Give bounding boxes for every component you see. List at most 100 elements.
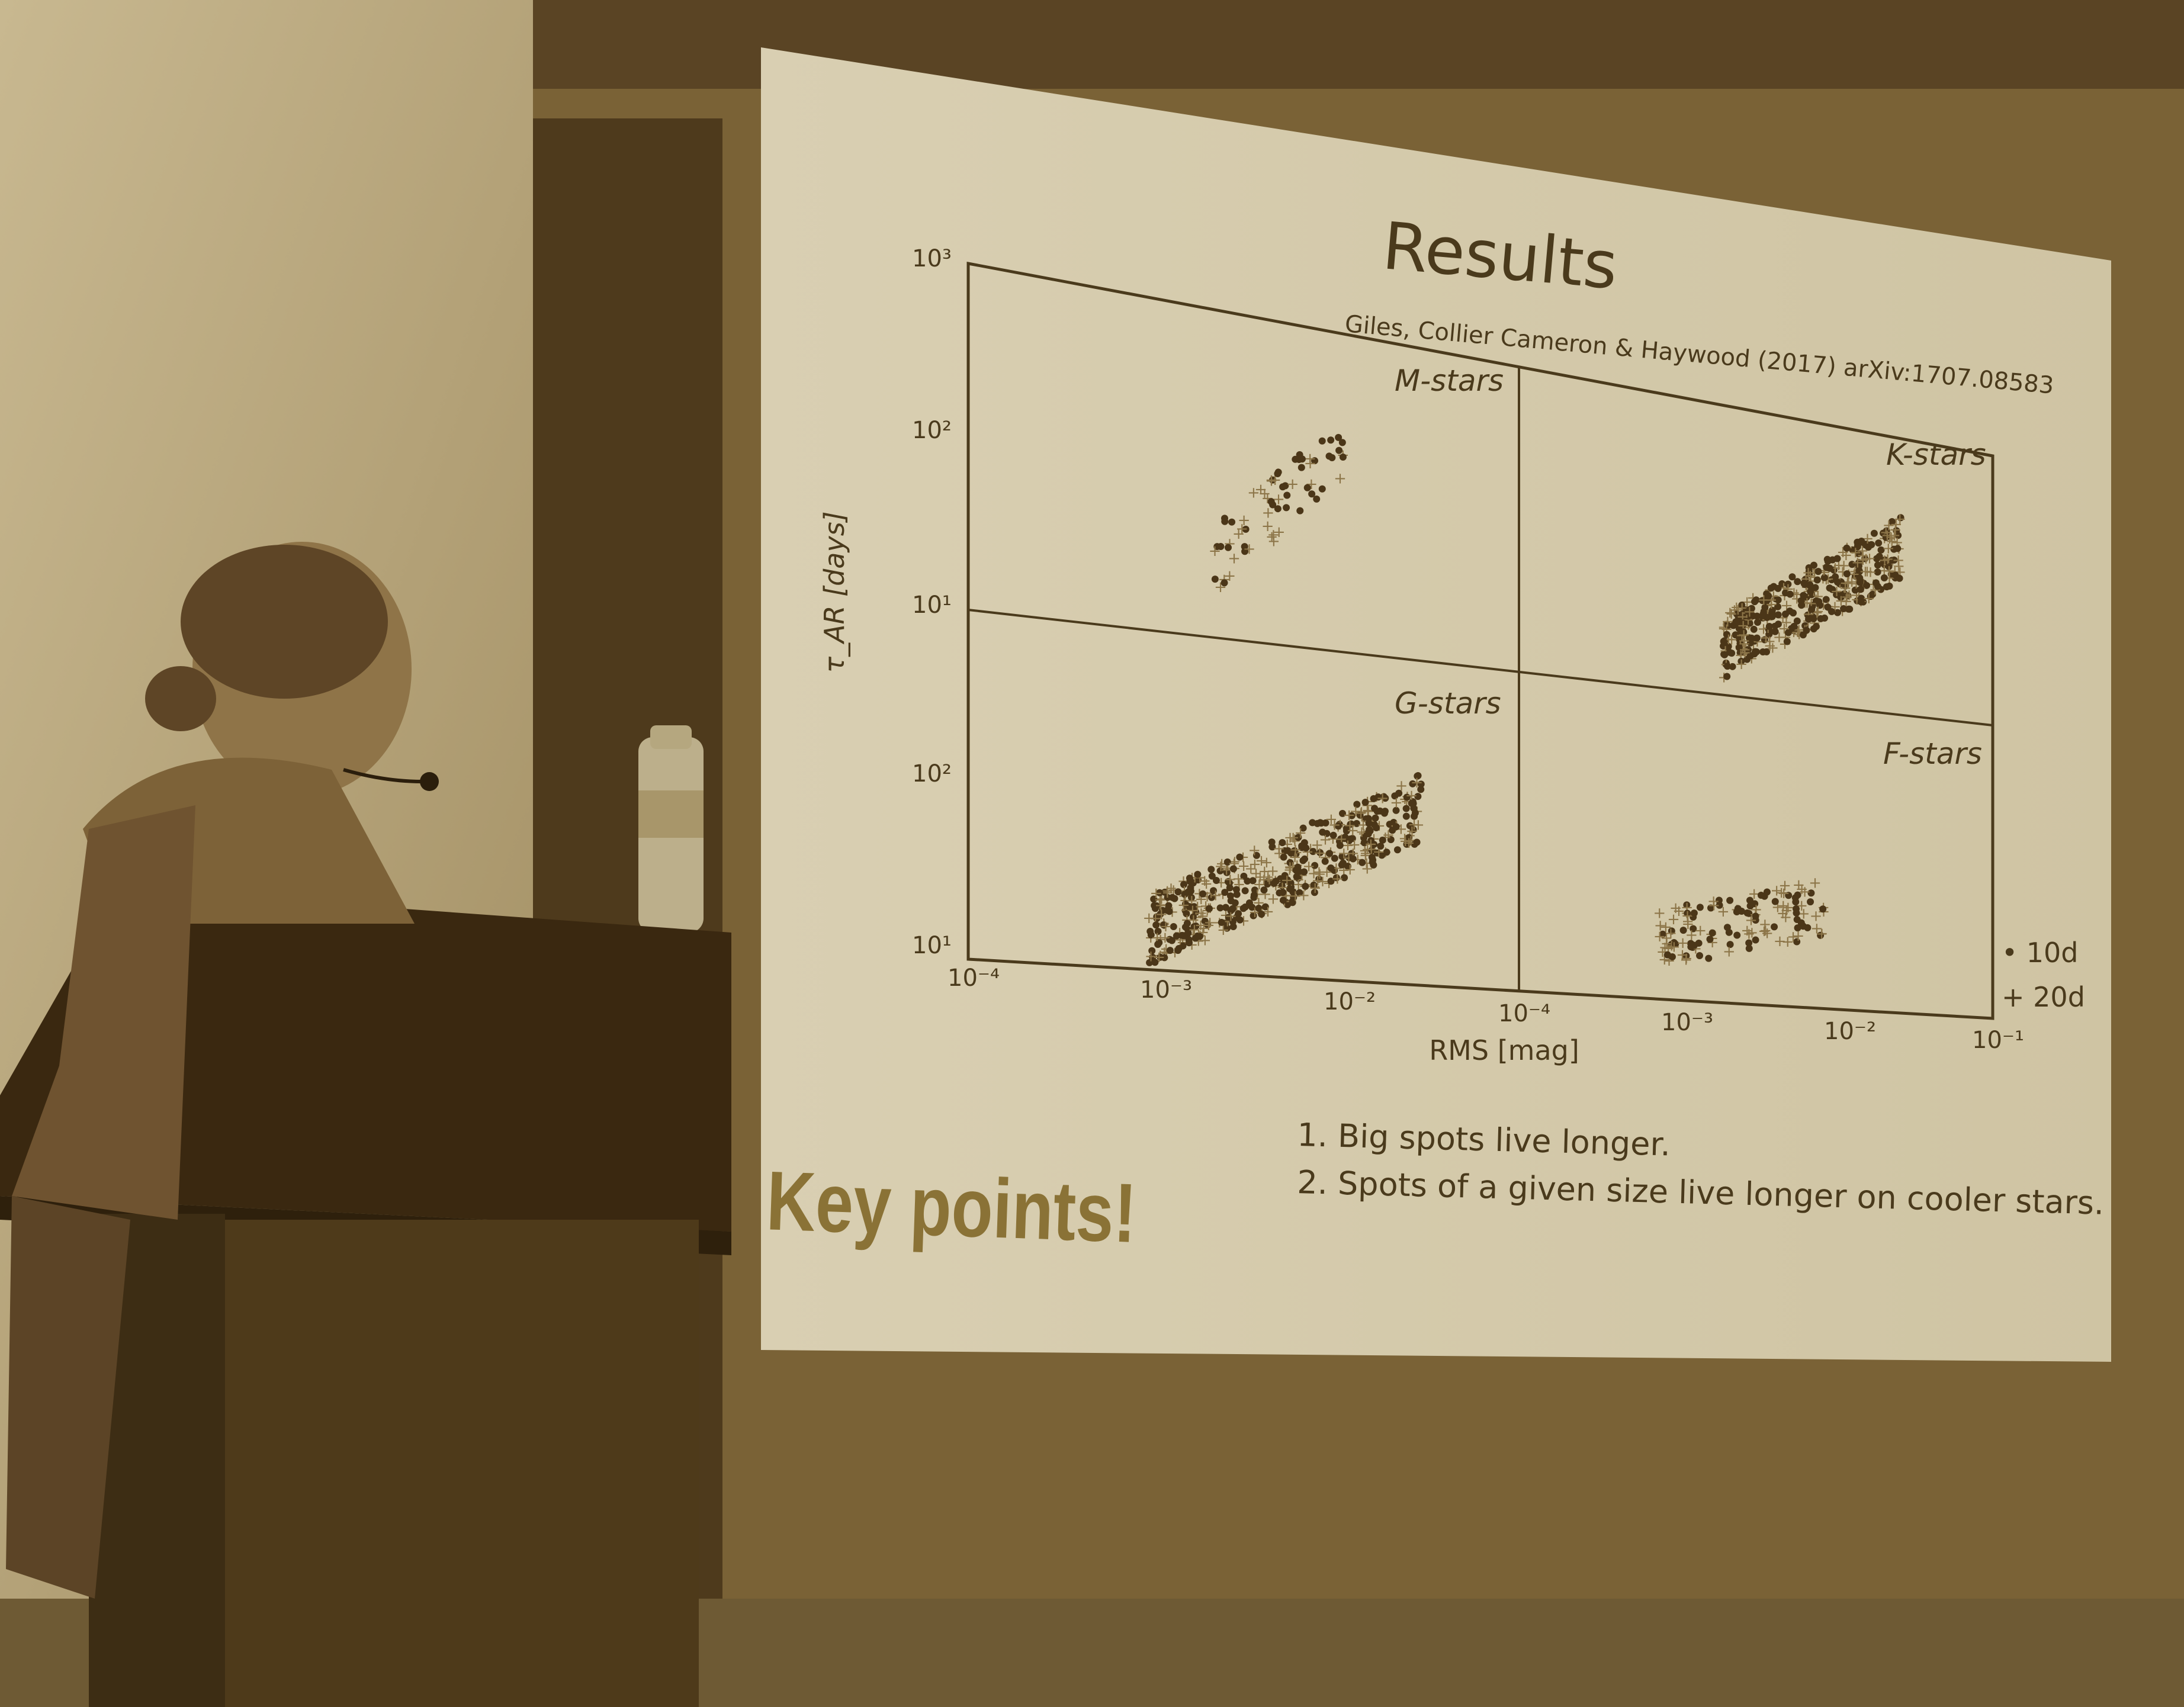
k-stars-point-dot xyxy=(1834,609,1842,616)
k-stars-point-dot xyxy=(1851,586,1859,594)
g-stars-point-dot xyxy=(1341,874,1348,882)
f-stars-point-dot xyxy=(1705,954,1713,962)
m-stars-point-plus: + xyxy=(1247,484,1260,502)
g-stars-point-plus: + xyxy=(1198,872,1211,890)
k-stars-point-plus: + xyxy=(1881,551,1894,568)
f-stars-point-dot xyxy=(1804,924,1812,931)
f-stars-point-plus: + xyxy=(1668,938,1681,956)
g-stars-point-dot xyxy=(1210,887,1218,895)
podium xyxy=(0,888,731,1707)
g-stars-point-dot xyxy=(1250,912,1257,920)
g-stars-point-plus: + xyxy=(1152,949,1165,966)
k-stars-point-dot xyxy=(1735,644,1743,651)
g-stars-point-dot xyxy=(1280,853,1287,861)
f-stars-point-dot xyxy=(1726,896,1734,904)
g-stars-point-plus: + xyxy=(1361,802,1374,819)
x-axis-label: RMS [mag] xyxy=(1429,1034,1579,1066)
g-stars-point-dot xyxy=(1338,861,1345,869)
f-stars-point-plus: + xyxy=(1653,904,1666,922)
m-stars-point-dot xyxy=(1221,517,1229,525)
g-stars-point-dot xyxy=(1372,814,1379,822)
g-stars-point-dot xyxy=(1302,844,1310,852)
g-stars-point-plus: + xyxy=(1399,832,1412,850)
g-stars-point-dot xyxy=(1319,828,1327,836)
m-stars-point-plus: + xyxy=(1267,526,1280,544)
g-stars-point-dot xyxy=(1148,947,1156,954)
k-stars-point-dot xyxy=(1786,590,1794,598)
g-stars-point-dot xyxy=(1286,885,1293,893)
g-stars-point-plus: + xyxy=(1142,909,1155,927)
g-stars-point-dot xyxy=(1261,903,1269,911)
g-stars-point-plus: + xyxy=(1267,891,1280,908)
f-stars-point-plus: + xyxy=(1679,951,1692,969)
k-stars-point-plus: + xyxy=(1893,510,1906,528)
k-stars-point-dot xyxy=(1748,605,1755,612)
g-stars-point-plus: + xyxy=(1145,947,1158,965)
k-stars-point-plus: + xyxy=(1765,596,1778,613)
m-stars-point-dot xyxy=(1311,457,1319,465)
g-stars-point-dot xyxy=(1321,857,1329,865)
f-stars-point-plus: + xyxy=(1797,905,1810,922)
g-stars-point-plus: + xyxy=(1161,884,1174,902)
g-stars-point-dot xyxy=(1225,914,1232,921)
g-stars-point-dot xyxy=(1249,877,1257,885)
m-stars-point-dot xyxy=(1221,579,1228,587)
g-stars-point-plus: + xyxy=(1313,865,1327,883)
g-stars-point-dot xyxy=(1151,905,1159,912)
k-stars-point-plus: + xyxy=(1889,521,1902,539)
g-stars-point-dot xyxy=(1353,819,1360,827)
k-stars-point-dot xyxy=(1723,663,1731,670)
g-stars-point-plus: + xyxy=(1406,822,1419,840)
m-stars-point-dot xyxy=(1274,505,1282,513)
k-stars-point-plus: + xyxy=(1829,560,1842,577)
k-stars-point-dot xyxy=(1729,663,1736,670)
k-stars-point-plus: + xyxy=(1864,563,1877,581)
k-stars-point-dot xyxy=(1846,605,1854,613)
g-stars-point-plus: + xyxy=(1202,917,1215,934)
legend-dot-10d: • 10d xyxy=(2002,937,2079,969)
f-stars-point-dot xyxy=(1737,908,1745,915)
k-stars-point-plus: + xyxy=(1723,604,1736,622)
g-stars-point-dot xyxy=(1161,888,1168,896)
m-stars-point-dot xyxy=(1298,455,1306,463)
g-stars-point-plus: + xyxy=(1194,917,1207,934)
g-stars-point-plus: + xyxy=(1258,863,1271,880)
f-stars-point-plus: + xyxy=(1780,902,1793,920)
k-stars-point-plus: + xyxy=(1738,635,1751,652)
k-stars-point-dot xyxy=(1854,543,1861,551)
g-stars-point-plus: + xyxy=(1223,870,1236,888)
k-stars-point-dot xyxy=(1753,612,1761,620)
g-stars-point-dot xyxy=(1405,834,1413,841)
g-stars-point-dot xyxy=(1292,866,1300,874)
f-stars-point-dot xyxy=(1672,940,1679,948)
k-stars-point-dot xyxy=(1805,564,1813,571)
g-stars-point-dot xyxy=(1226,884,1234,892)
m-stars-point-dot xyxy=(1338,439,1346,446)
m-stars-point-plus: + xyxy=(1243,540,1256,558)
m-stars-point-plus: + xyxy=(1304,455,1317,472)
f-stars-point-dot xyxy=(1691,941,1698,949)
k-stars-point-dot xyxy=(1772,595,1780,603)
g-stars-point-dot xyxy=(1166,947,1174,954)
g-stars-point-dot xyxy=(1411,809,1419,816)
g-stars-point-dot xyxy=(1183,910,1190,918)
m-stars-point-plus: + xyxy=(1238,512,1251,529)
k-stars-point-dot xyxy=(1814,568,1822,576)
f-stars-point-plus: + xyxy=(1781,933,1794,951)
g-stars-point-plus: + xyxy=(1237,857,1250,875)
k-stars-point-dot xyxy=(1750,625,1758,633)
f-stars-point-plus: + xyxy=(1779,908,1792,926)
g-stars-point-plus: + xyxy=(1365,840,1378,858)
k-stars-point-dot xyxy=(1790,622,1798,630)
g-stars-point-dot xyxy=(1171,895,1178,902)
g-stars-point-dot xyxy=(1205,905,1213,912)
m-stars-point-dot xyxy=(1217,543,1225,551)
g-stars-point-dot xyxy=(1190,923,1198,931)
g-stars-point-plus: + xyxy=(1154,897,1167,915)
f-stars-point-dot xyxy=(1771,923,1778,931)
g-stars-point-dot xyxy=(1244,877,1251,885)
m-stars-point-plus: + xyxy=(1334,470,1347,487)
g-stars-point-plus: + xyxy=(1161,882,1174,900)
k-stars-point-dot xyxy=(1870,529,1878,537)
k-stars-point-plus: + xyxy=(1857,551,1870,569)
